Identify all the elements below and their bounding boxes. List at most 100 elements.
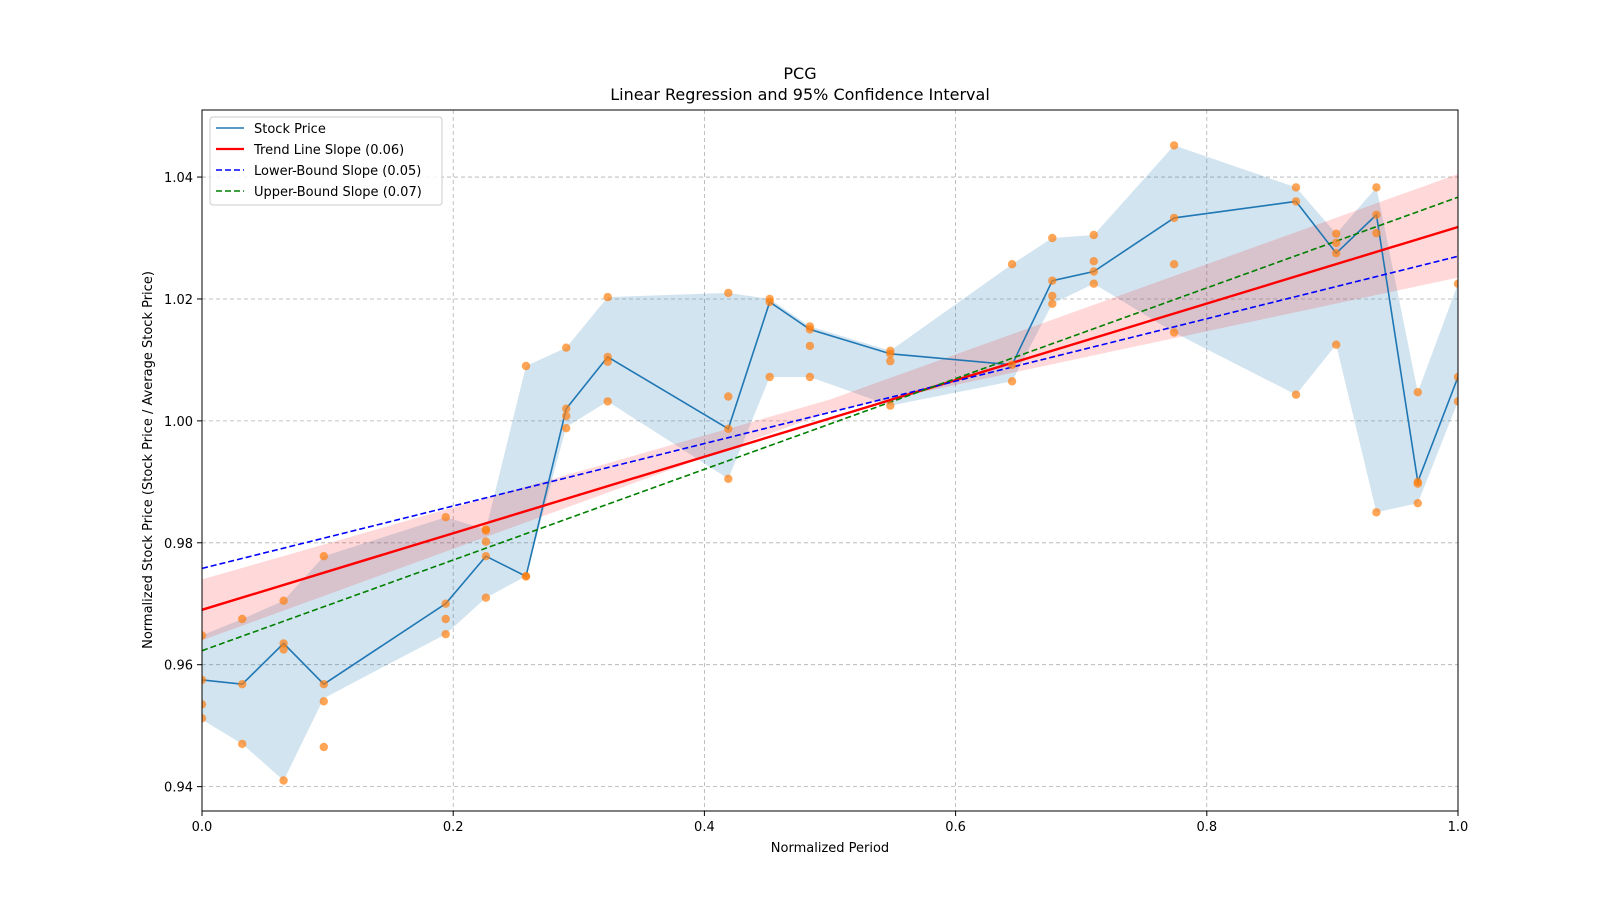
scatter-point: [1453, 279, 1458, 288]
scatter-point: [724, 392, 733, 401]
scatter-point: [1048, 291, 1057, 301]
scatter-point: [1291, 390, 1301, 399]
scatter-point: [1372, 210, 1381, 219]
y-tick-label-1-02: 1.02: [164, 293, 193, 308]
scatter-point: [1413, 499, 1423, 508]
chart-title: PCG: [783, 64, 816, 83]
scatter-point: [202, 631, 207, 640]
scatter-point: [765, 372, 774, 382]
scatter-point: [481, 526, 491, 535]
y-axis-label: Normalized Stock Price (Stock Price / Av…: [141, 271, 156, 649]
scatter-point: [886, 401, 895, 410]
scatter-point: [805, 341, 815, 351]
scatter-point: [319, 697, 328, 706]
scatter-point: [441, 630, 450, 639]
trend-line: [202, 225, 1458, 611]
scatter-points: [202, 141, 1458, 785]
scatter-point: [1169, 141, 1179, 150]
scatter-point: [886, 356, 895, 366]
x-tick-label-0-0: 0.0: [192, 820, 213, 835]
plot-area: [202, 141, 1458, 785]
price-confidence-band: [202, 145, 1458, 781]
scatter-point: [1048, 233, 1057, 243]
scatter-point: [562, 343, 571, 352]
x-tick-label-0-4: 0.4: [694, 820, 715, 835]
scatter-point: [1089, 267, 1099, 276]
scatter-point: [441, 513, 450, 522]
scatter-point: [441, 614, 450, 624]
legend: Stock Price Trend Line Slope (0.06) Lowe…: [209, 116, 443, 206]
scatter-point: [1048, 299, 1057, 308]
scatter-point: [603, 397, 612, 406]
scatter-point: [441, 599, 450, 608]
confidence-bands: [202, 145, 1458, 781]
scatter-point: [1291, 183, 1301, 192]
legend-label-upper-bound: Upper-Bound Slope (0.07): [254, 185, 422, 200]
y-axis-ticks: 0.94 0.96 0.98 1.00 1.02 1.04: [164, 171, 202, 796]
scatter-point: [481, 593, 491, 602]
scatter-point: [279, 776, 288, 785]
scatter-point: [1372, 508, 1381, 517]
scatter-point: [202, 675, 207, 685]
scatter-point: [603, 292, 612, 302]
scatter-point: [319, 680, 328, 689]
scatter-point: [1048, 276, 1057, 285]
scatter-point: [765, 297, 774, 307]
chart-subtitle: Linear Regression and 95% Confidence Int…: [610, 85, 990, 104]
scatter-point: [1007, 260, 1017, 269]
scatter-point: [724, 474, 733, 483]
scatter-point: [202, 714, 207, 723]
x-tick-label-0-6: 0.6: [945, 820, 966, 835]
scatter-point: [1169, 260, 1179, 269]
scatter-point: [1089, 257, 1099, 266]
x-axis-label: Normalized Period: [771, 841, 889, 856]
scatter-point: [1291, 197, 1301, 206]
y-tick-label-0-96: 0.96: [164, 659, 193, 674]
stock-price-line: [202, 200, 1458, 686]
scatter-point: [481, 537, 491, 546]
scatter-point: [886, 349, 895, 358]
scatter-point: [279, 645, 288, 654]
scatter-point: [279, 639, 288, 648]
scatter-point: [1453, 372, 1458, 382]
scatter-point: [1413, 388, 1423, 397]
scatter-point: [562, 404, 571, 413]
scatter-point: [1332, 340, 1341, 349]
scatter-point: [202, 700, 207, 709]
scatter-point: [603, 357, 612, 366]
scatter-point: [238, 614, 247, 624]
y-tick-label-0-98: 0.98: [164, 537, 193, 552]
scatter-point: [521, 361, 531, 371]
scatter-point: [724, 424, 733, 433]
data-lines: [202, 196, 1458, 686]
legend-label-trend-line: Trend Line Slope (0.06): [253, 143, 404, 158]
scatter-point: [1007, 360, 1017, 369]
y-tick-label-0-94: 0.94: [164, 781, 193, 796]
x-tick-label-0-8: 0.8: [1196, 820, 1217, 835]
upper-bound-line: [202, 196, 1458, 652]
scatter-point: [562, 424, 571, 433]
scatter-point: [1453, 397, 1458, 406]
scatter-point: [805, 372, 815, 382]
x-axis-ticks: 0.0 0.2 0.4 0.6 0.8 1.0: [192, 811, 1469, 835]
scatter-point: [1169, 328, 1179, 337]
scatter-point: [1169, 213, 1179, 223]
y-tick-label-1-00: 1.00: [164, 415, 193, 430]
x-tick-label-1-0: 1.0: [1448, 820, 1469, 835]
scatter-point: [279, 596, 288, 605]
scatter-point: [521, 572, 531, 581]
scatter-point: [1089, 279, 1099, 288]
scatter-point: [805, 325, 815, 334]
y-tick-label-1-04: 1.04: [164, 171, 193, 186]
trend-confidence-band: [202, 174, 1458, 641]
scatter-point: [238, 680, 247, 689]
scatter-point: [724, 288, 733, 298]
legend-label-lower-bound: Lower-Bound Slope (0.05): [254, 164, 421, 179]
scatter-point: [562, 411, 571, 421]
scatter-point: [319, 552, 328, 561]
scatter-point: [1372, 228, 1381, 238]
scatter-point: [1007, 377, 1017, 386]
legend-box: [209, 116, 443, 206]
scatter-point: [319, 742, 328, 752]
